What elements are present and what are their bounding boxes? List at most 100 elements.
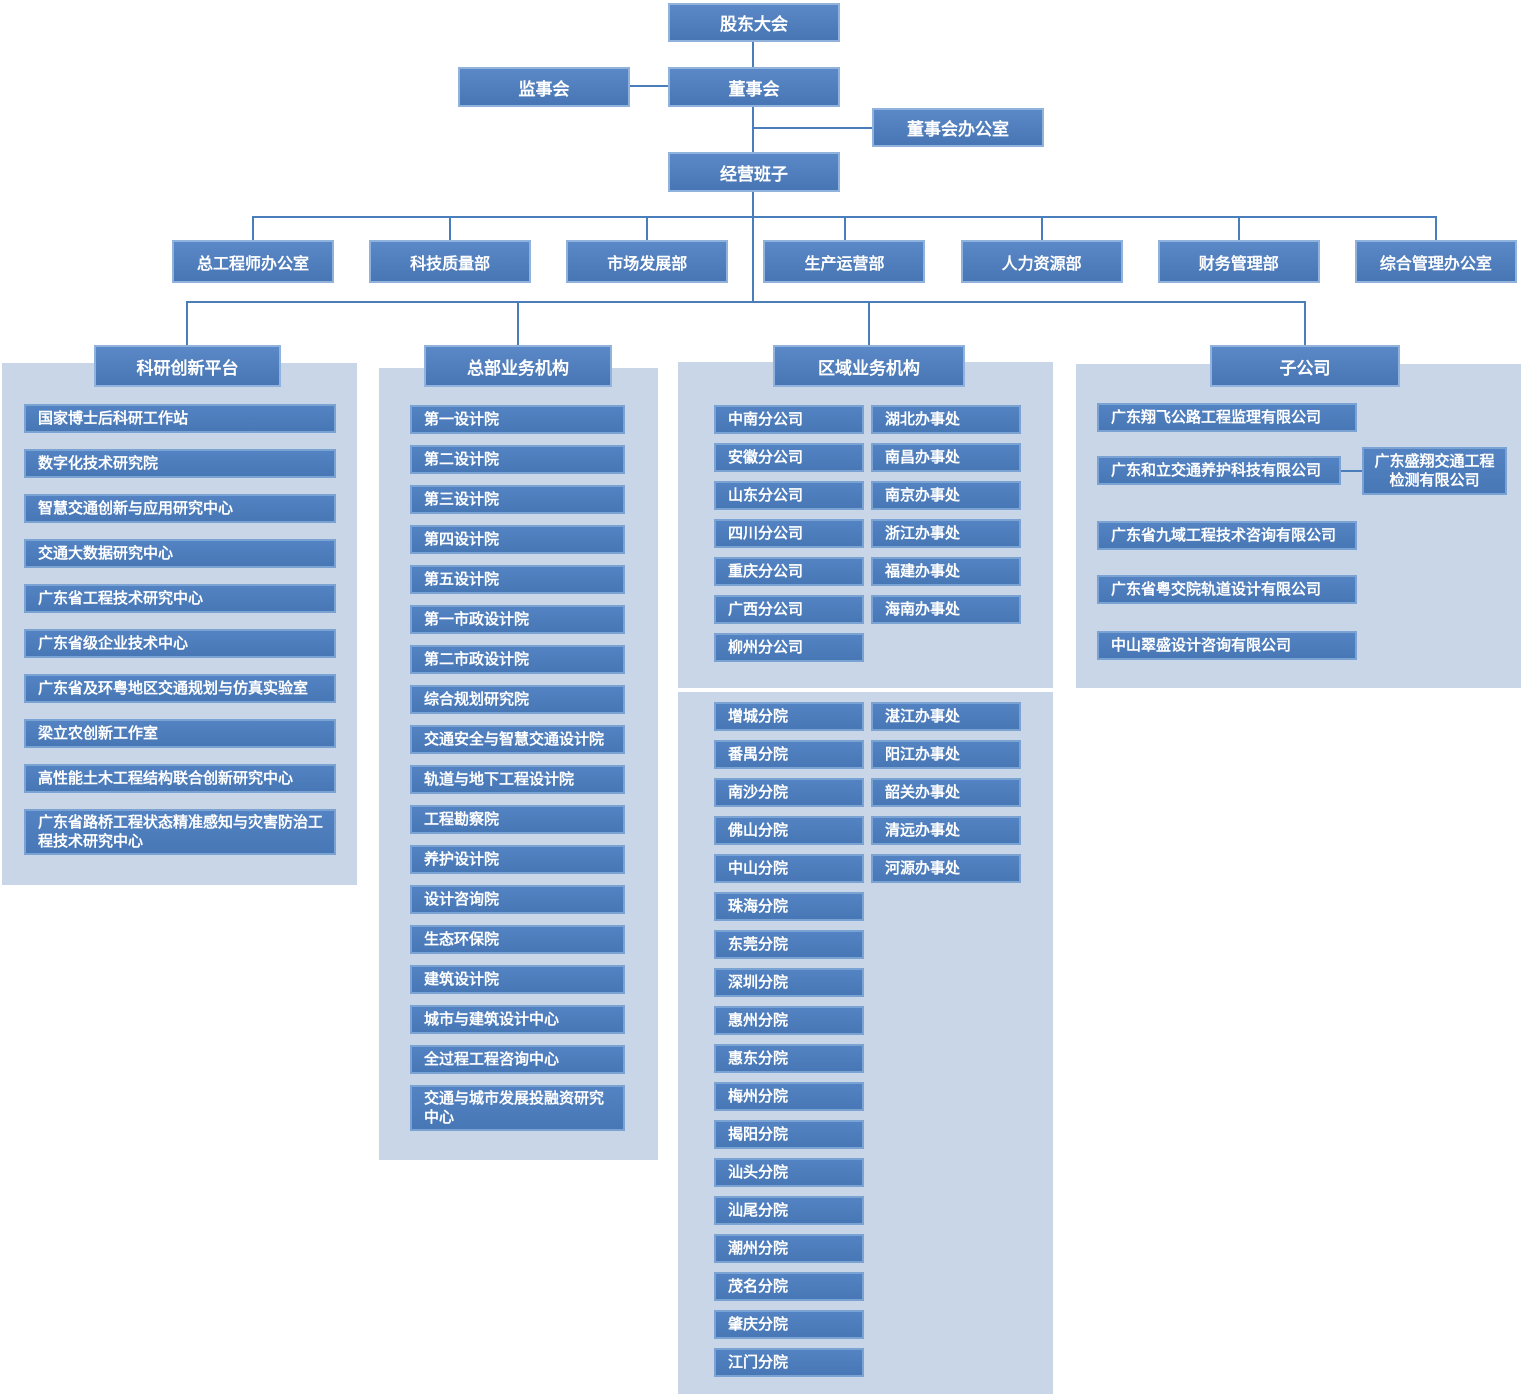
branch-institute-box: 佛山分院 bbox=[714, 816, 864, 845]
hq-org-box: 综合规划研究院 bbox=[410, 685, 625, 714]
branch-institute-box: 东莞分院 bbox=[714, 930, 864, 959]
connector-line bbox=[1304, 303, 1306, 346]
hq-org-box: 第二设计院 bbox=[410, 445, 625, 474]
branch-institute-box: 深圳分院 bbox=[714, 968, 864, 997]
department-box: 科技质量部 bbox=[369, 240, 532, 283]
hq-org-box: 全过程工程咨询中心 bbox=[410, 1045, 625, 1074]
hq-org-box: 第三设计院 bbox=[410, 485, 625, 514]
branch-institute-box: 增城分院 bbox=[714, 702, 864, 731]
branch-institute-box: 揭阳分院 bbox=[714, 1120, 864, 1149]
shareholders-meeting-box: 股东大会 bbox=[668, 3, 840, 42]
branch-institute-box: 惠州分院 bbox=[714, 1006, 864, 1035]
office-box: 湛江办事处 bbox=[871, 702, 1021, 731]
branch-company-box: 四川分公司 bbox=[714, 519, 864, 548]
connector-line bbox=[752, 42, 754, 68]
connector-line bbox=[1435, 217, 1437, 241]
subsidiary-box: 广东翔飞公路工程监理有限公司 bbox=[1097, 403, 1357, 432]
hq-org-box: 第四设计院 bbox=[410, 525, 625, 554]
department-box: 生产运营部 bbox=[763, 240, 926, 283]
connector-line bbox=[752, 107, 754, 153]
research-org-box: 交通大数据研究中心 bbox=[24, 539, 336, 568]
management-team-box: 经营班子 bbox=[668, 152, 840, 192]
connector-line bbox=[1041, 217, 1043, 241]
department-row: 总工程师办公室 科技质量部 市场发展部 生产运营部 人力资源部 财务管理部 综合管理办公室 bbox=[172, 240, 1517, 283]
supervisory-board-box: 监事会 bbox=[458, 67, 630, 107]
branch-institute-box: 肇庆分院 bbox=[714, 1310, 864, 1339]
connector-line bbox=[1341, 470, 1362, 472]
research-org-box: 国家博士后科研工作站 bbox=[24, 404, 336, 433]
hq-org-box: 交通与城市发展投融资研究中心 bbox=[410, 1085, 625, 1131]
connector-line bbox=[1238, 217, 1240, 241]
hq-org-box: 养护设计院 bbox=[410, 845, 625, 874]
department-box: 总工程师办公室 bbox=[172, 240, 334, 283]
subsidiary-sub-box: 广东盛翔交通工程检测有限公司 bbox=[1362, 447, 1507, 495]
hq-org-box: 设计咨询院 bbox=[410, 885, 625, 914]
research-org-box: 智慧交通创新与应用研究中心 bbox=[24, 494, 336, 523]
hq-org-box: 第五设计院 bbox=[410, 565, 625, 594]
branch-institute-box: 梅州分院 bbox=[714, 1082, 864, 1111]
branch-institute-box: 茂名分院 bbox=[714, 1272, 864, 1301]
office-box: 韶关办事处 bbox=[871, 778, 1021, 807]
regional-office-list-2: 湛江办事处 阳江办事处 韶关办事处 清远办事处 河源办事处 bbox=[871, 702, 1021, 883]
research-org-box: 高性能土木工程结构联合创新研究中心 bbox=[24, 764, 336, 793]
regional-branch-list-2: 增城分院番禺分院南沙分院佛山分院中山分院珠海分院东莞分院深圳分院惠州分院惠东分院… bbox=[714, 702, 864, 1377]
branch-company-box: 中南分公司 bbox=[714, 405, 864, 434]
research-org-box: 广东省级企业技术中心 bbox=[24, 629, 336, 658]
branch-institute-box: 惠东分院 bbox=[714, 1044, 864, 1073]
office-box: 南京办事处 bbox=[871, 481, 1021, 510]
regional-office-list-1: 湖北办事处 南昌办事处 南京办事处 浙江办事处 福建办事处 海南办事处 bbox=[871, 405, 1021, 624]
connector-line bbox=[630, 85, 668, 87]
department-box: 综合管理办公室 bbox=[1354, 240, 1517, 283]
department-box: 市场发展部 bbox=[566, 240, 729, 283]
board-office-box: 董事会办公室 bbox=[872, 108, 1044, 147]
research-org-box: 数字化技术研究院 bbox=[24, 449, 336, 478]
connector-line bbox=[646, 217, 648, 241]
research-group-header: 科研创新平台 bbox=[94, 345, 281, 387]
connector-line bbox=[252, 217, 254, 241]
connector-line bbox=[752, 192, 754, 303]
subsidiaries-list: 广东翔飞公路工程监理有限公司 广东和立交通养护科技有限公司 广东盛翔交通工程检测… bbox=[1097, 403, 1507, 660]
connector-line bbox=[186, 301, 1306, 303]
hq-org-box: 城市与建筑设计中心 bbox=[410, 1005, 625, 1034]
connector-line bbox=[868, 303, 870, 346]
hq-org-box: 轨道与地下工程设计院 bbox=[410, 765, 625, 794]
connector-line bbox=[449, 217, 451, 241]
research-org-box: 广东省及环粤地区交通规划与仿真实验室 bbox=[24, 674, 336, 703]
branch-company-box: 重庆分公司 bbox=[714, 557, 864, 586]
subsidiary-box: 广东和立交通养护科技有限公司 bbox=[1097, 456, 1341, 485]
branch-institute-box: 潮州分院 bbox=[714, 1234, 864, 1263]
office-box: 海南办事处 bbox=[871, 595, 1021, 624]
office-box: 河源办事处 bbox=[871, 854, 1021, 883]
branch-institute-box: 南沙分院 bbox=[714, 778, 864, 807]
research-list: 国家博士后科研工作站 数字化技术研究院 智慧交通创新与应用研究中心 交通大数据研究中心… bbox=[24, 404, 336, 855]
hq-org-box: 交通安全与智慧交通设计院 bbox=[410, 725, 625, 754]
hq-org-box: 第一设计院 bbox=[410, 405, 625, 434]
office-box: 浙江办事处 bbox=[871, 519, 1021, 548]
subsidiary-box: 广东省粤交院轨道设计有限公司 bbox=[1097, 575, 1357, 604]
research-org-box: 广东省路桥工程状态精准感知与灾害防治工程技术研究中心 bbox=[24, 809, 336, 855]
office-box: 阳江办事处 bbox=[871, 740, 1021, 769]
regional-group-header: 区域业务机构 bbox=[773, 345, 965, 387]
subsidiary-box: 中山翠盛设计咨询有限公司 bbox=[1097, 631, 1357, 660]
branch-institute-box: 珠海分院 bbox=[714, 892, 864, 921]
hq-group-header: 总部业务机构 bbox=[424, 345, 612, 387]
hq-org-box: 第一市政设计院 bbox=[410, 605, 625, 634]
connector-line bbox=[186, 303, 188, 346]
office-box: 福建办事处 bbox=[871, 557, 1021, 586]
office-box: 湖北办事处 bbox=[871, 405, 1021, 434]
hq-org-box: 第二市政设计院 bbox=[410, 645, 625, 674]
branch-institute-box: 汕头分院 bbox=[714, 1158, 864, 1187]
branch-company-box: 安徽分公司 bbox=[714, 443, 864, 472]
research-org-box: 广东省工程技术研究中心 bbox=[24, 584, 336, 613]
branch-institute-box: 番禺分院 bbox=[714, 740, 864, 769]
branch-company-box: 广西分公司 bbox=[714, 595, 864, 624]
branch-company-box: 山东分公司 bbox=[714, 481, 864, 510]
branch-institute-box: 江门分院 bbox=[714, 1348, 864, 1377]
hq-org-box: 生态环保院 bbox=[410, 925, 625, 954]
branch-institute-box: 中山分院 bbox=[714, 854, 864, 883]
subsidiaries-group-header: 子公司 bbox=[1210, 345, 1400, 387]
department-box: 人力资源部 bbox=[960, 240, 1123, 283]
board-of-directors-box: 董事会 bbox=[668, 67, 840, 107]
subsidiary-box: 广东省九域工程技术咨询有限公司 bbox=[1097, 521, 1357, 550]
